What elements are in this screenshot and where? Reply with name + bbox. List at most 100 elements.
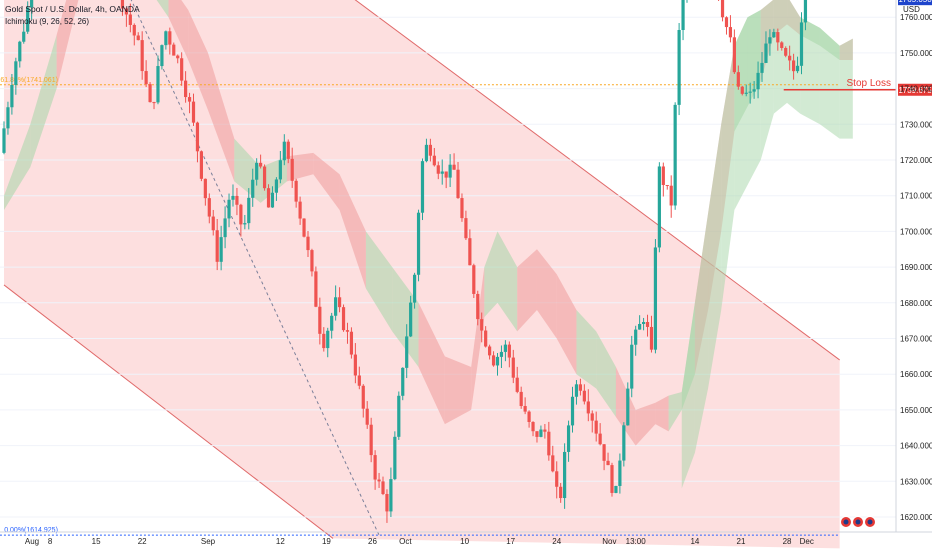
cloud-segment: [471, 267, 485, 410]
candle-body: [156, 66, 160, 103]
price-tick-label: 1760.000: [900, 13, 932, 22]
cloud-segment: [497, 231, 518, 332]
candle-body: [511, 357, 515, 378]
time-tick-label: 22: [138, 537, 147, 546]
candle-body: [184, 80, 188, 98]
candle-body: [732, 37, 736, 73]
cloud-segment: [313, 152, 340, 210]
candle-body: [653, 247, 658, 350]
time-tick-label: Oct: [399, 537, 412, 546]
candle-body: [606, 460, 610, 466]
candle-body: [349, 331, 354, 355]
candle-body: [586, 401, 590, 414]
candle-body: [519, 391, 523, 407]
candle-body: [574, 384, 579, 397]
candle-body: [314, 271, 318, 307]
candle-body: [776, 32, 780, 43]
price-tick-label: 1630.000: [900, 477, 932, 486]
cloud-segment: [365, 231, 393, 332]
level-price-tag: [898, 0, 932, 6]
candle-body: [472, 265, 476, 294]
candle-body: [768, 37, 772, 44]
candle-body: [187, 97, 192, 102]
candle-body: [566, 425, 571, 452]
candle-body: [10, 84, 14, 108]
time-tick-label: 10: [460, 537, 469, 546]
candle-body: [444, 171, 448, 178]
level-price-text: 1765.050: [898, 0, 932, 4]
candle-body: [744, 92, 748, 94]
candle-body: [748, 91, 752, 93]
event-flag-icon-center: [867, 519, 873, 525]
candle-body: [211, 216, 215, 231]
candle-body: [665, 184, 669, 186]
candle-body: [412, 274, 417, 303]
time-tick-label: 19: [322, 537, 331, 546]
candle-body: [223, 218, 227, 238]
cloud-segment: [4, 124, 31, 210]
candle-body: [622, 425, 626, 461]
candle-body: [385, 494, 389, 512]
price-tick-label: 1730.000: [900, 120, 932, 129]
candle-body: [740, 86, 744, 94]
candle-body: [476, 293, 480, 320]
candle-body: [638, 323, 642, 330]
cloud-segment: [56, 0, 79, 89]
candle-body: [752, 89, 756, 92]
candle-body: [191, 101, 196, 123]
candle-body: [630, 344, 634, 389]
cloud-segment: [207, 52, 235, 182]
time-axis: Aug 8 15 22 Sep 12 19 26 Oct 10 17 24 Nov 13:00 14 21 28…: [0, 516, 932, 546]
candle-body: [6, 107, 10, 129]
cloud-segment: [556, 274, 577, 375]
candle-body: [488, 346, 492, 356]
candle-body: [176, 55, 180, 59]
candle-body: [120, 0, 125, 9]
candle-body: [570, 396, 575, 426]
indicator-label: Ichimoku (9, 26, 52, 26): [5, 17, 89, 26]
level-label: Stop Loss: [847, 78, 891, 89]
candle-body: [772, 32, 776, 38]
candle-body: [799, 22, 804, 66]
candle-body: [397, 395, 401, 437]
candle-body: [792, 60, 796, 72]
level-price-text: 1739.675: [898, 86, 932, 95]
candle-body: [594, 420, 598, 434]
candle-body: [436, 165, 440, 174]
candle-body: [172, 44, 176, 56]
candle-body: [26, 7, 30, 32]
cloud-segment: [188, 10, 208, 111]
candle-body: [728, 27, 733, 38]
fibonacci-retracement: 100.00%(1807.960)76.40%(1766.651)61.80%(…: [0, 0, 840, 536]
candle-body: [274, 179, 279, 193]
candles: [2, 0, 808, 523]
time-tick-label: Nov: [602, 537, 616, 546]
candle-body: [235, 195, 239, 205]
price-tick-label: 1690.000: [900, 263, 932, 272]
candle-body: [148, 84, 152, 103]
time-tick-label: Aug: [25, 537, 39, 546]
candle-body: [661, 166, 665, 185]
candle-body: [507, 344, 511, 358]
price-tick-label: 1680.000: [900, 299, 932, 308]
candle-body: [377, 479, 381, 482]
price-tick-label: 1750.000: [900, 49, 932, 58]
time-tick-label: 15: [92, 537, 101, 546]
candle-body: [736, 72, 740, 87]
candle-body: [306, 236, 310, 251]
candle-body: [788, 55, 792, 61]
candle-body: [582, 390, 586, 402]
candle-body: [795, 65, 800, 72]
cloud-segment: [339, 174, 366, 289]
price-tick-label: 1740.000: [900, 85, 932, 94]
candle-body: [803, 0, 808, 23]
candle-body: [764, 43, 768, 63]
candle-body: [203, 178, 207, 199]
candle-body: [128, 14, 132, 25]
candle-body: [563, 451, 567, 499]
candle-body: [243, 223, 247, 225]
price-tick-label: 1720.000: [900, 156, 932, 165]
cloud-segment: [444, 356, 472, 425]
candle-body: [294, 180, 298, 202]
